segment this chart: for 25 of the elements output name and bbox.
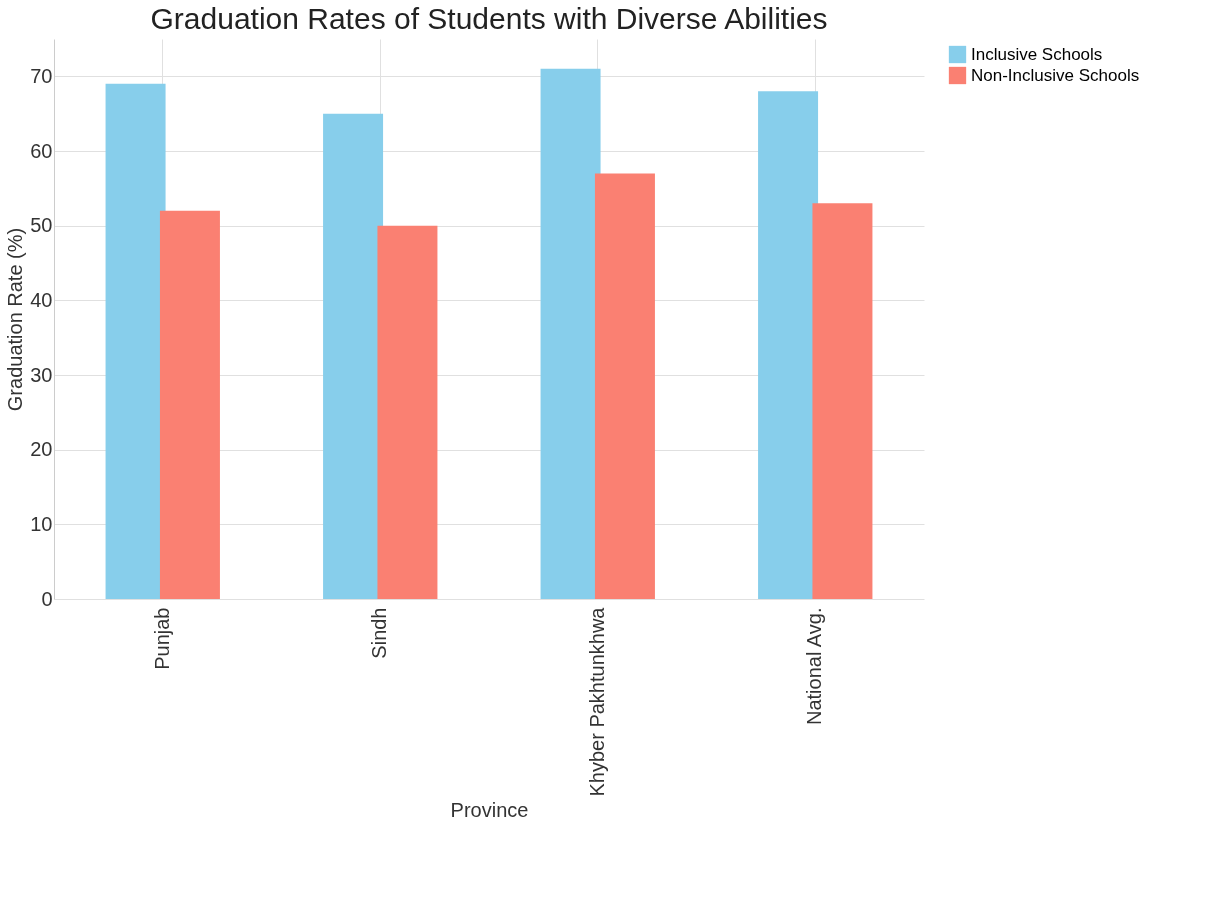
- legend-label: Non-Inclusive Schools: [971, 65, 1140, 85]
- bar: [758, 91, 819, 599]
- y-tick-label: 30: [30, 363, 53, 386]
- y-tick-label: 70: [30, 64, 53, 87]
- bar: [812, 203, 873, 599]
- x-tick-label: National Avg.: [803, 607, 826, 725]
- x-tick-label: Khyber Pakhtunkhwa: [585, 606, 608, 797]
- bar: [594, 173, 655, 599]
- y-axis-title: Graduation Rate (%): [4, 227, 27, 412]
- y-tick-label: 40: [30, 288, 53, 311]
- bar: [323, 113, 384, 599]
- y-tick-label: 10: [30, 512, 53, 535]
- y-tick-label: 50: [30, 214, 53, 237]
- x-tick-label: Punjab: [150, 607, 173, 670]
- y-tick-label: 60: [30, 139, 53, 162]
- x-axis-title: Province: [450, 798, 529, 821]
- y-tick-label: 20: [30, 438, 53, 461]
- bar: [105, 83, 166, 599]
- bar: [159, 210, 220, 599]
- x-tick-label: Sindh: [368, 607, 391, 659]
- legend-label: Inclusive Schools: [971, 44, 1103, 64]
- chart-title: Graduation Rates of Students with Diverse Abilities: [150, 2, 828, 35]
- bar: [377, 225, 438, 599]
- bar: [540, 68, 601, 599]
- y-tick-label: 0: [41, 587, 53, 610]
